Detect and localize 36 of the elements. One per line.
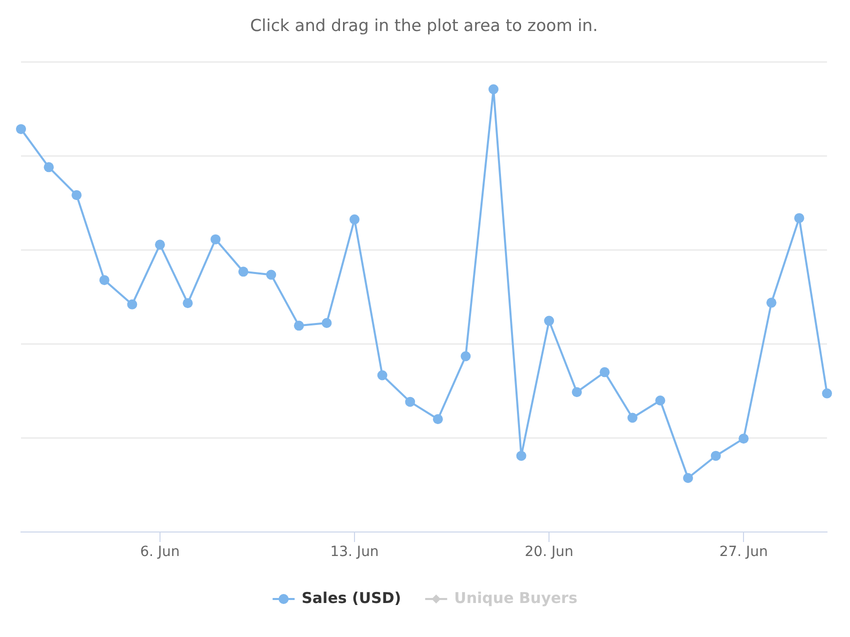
point <box>627 412 638 423</box>
point <box>766 298 776 308</box>
legend-label: Sales (USD) <box>302 588 402 607</box>
point <box>488 84 498 94</box>
point <box>322 318 332 328</box>
point <box>655 396 666 406</box>
point <box>294 320 304 331</box>
point <box>405 396 416 407</box>
point <box>350 214 360 224</box>
point <box>710 450 721 461</box>
point <box>182 298 193 308</box>
point <box>544 316 554 326</box>
point <box>99 275 110 286</box>
point <box>683 472 694 483</box>
point <box>238 266 248 277</box>
point <box>154 240 165 250</box>
x-tick-label: 27. Jun <box>719 544 768 560</box>
point <box>516 450 526 461</box>
point <box>794 213 804 224</box>
chart-subtitle: Click and drag in the plot area to zoom in. <box>250 16 598 36</box>
point <box>16 124 26 134</box>
point <box>822 388 832 398</box>
point <box>72 190 82 200</box>
x-tick-label: 20. Jun <box>524 544 574 560</box>
point <box>572 387 582 398</box>
x-tick-label: 13. Jun <box>330 544 379 560</box>
point <box>738 434 749 444</box>
point <box>266 270 276 280</box>
point <box>44 162 54 172</box>
point <box>600 367 610 378</box>
point <box>432 414 443 424</box>
point <box>210 234 221 244</box>
point <box>127 299 138 310</box>
point <box>460 351 471 362</box>
x-tick-label: 6. Jun <box>140 544 180 560</box>
point <box>377 370 388 380</box>
